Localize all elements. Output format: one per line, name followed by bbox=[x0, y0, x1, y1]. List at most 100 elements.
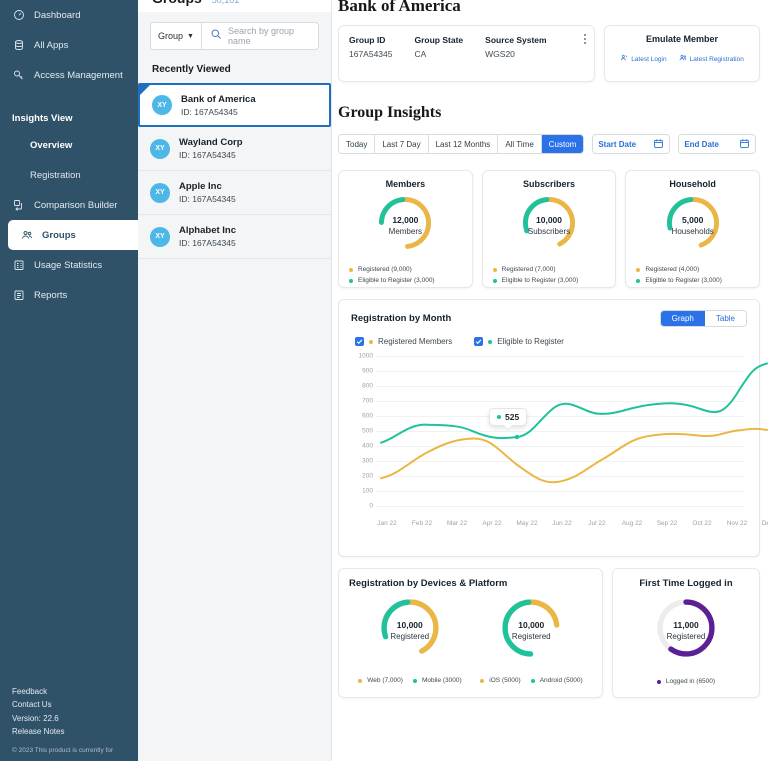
filter-last-12-months[interactable]: Last 12 Months bbox=[428, 135, 499, 153]
sidebar: Dashboard All Apps Access Management Ins… bbox=[0, 0, 138, 761]
group-id: ID: 167A54345 bbox=[179, 194, 236, 204]
legend-item: Eligible to Register (3,000) bbox=[349, 275, 462, 286]
gridline bbox=[377, 506, 743, 507]
x-tick-label: May 22 bbox=[516, 520, 538, 527]
legend-swatch bbox=[530, 678, 535, 683]
x-tick-label: Feb 22 bbox=[411, 520, 433, 527]
feedback-link[interactable]: Feedback bbox=[12, 686, 48, 696]
field-value: 167A54345 bbox=[349, 49, 393, 59]
group-name: Bank of America bbox=[181, 93, 256, 105]
y-tick-label: 500 bbox=[362, 427, 373, 435]
latest-login-link[interactable]: Latest Login bbox=[620, 54, 667, 64]
sidebar-item-all-apps[interactable]: All Apps bbox=[0, 30, 138, 60]
end-date-placeholder: End Date bbox=[684, 139, 719, 149]
sidebar-item-label: Reports bbox=[34, 289, 68, 301]
list-pane-count: 50,101 bbox=[211, 0, 240, 5]
sidebar-item-groups[interactable]: Groups bbox=[8, 220, 138, 250]
y-tick-label: 400 bbox=[362, 442, 373, 450]
copyright-text: © 2023 This product is currently for bbox=[12, 746, 114, 754]
groups-icon bbox=[20, 229, 33, 242]
calendar-icon bbox=[653, 138, 664, 151]
sidebar-item-usage-statistics[interactable]: Usage Statistics bbox=[0, 250, 138, 280]
registration-by-month-card: Registration by Month Graph Table Regist… bbox=[338, 299, 768, 557]
chart-legend: Registered Members Eligible to Register bbox=[351, 337, 747, 346]
legend-label: Eligible to Register (3,000) bbox=[358, 277, 435, 284]
donut-label: Registered bbox=[666, 631, 706, 641]
list-pane-title: Groups bbox=[152, 0, 202, 6]
more-options-icon[interactable] bbox=[584, 34, 586, 44]
x-tick-label: Jun 22 bbox=[552, 520, 572, 527]
legend-label: Eligible to Register bbox=[497, 337, 564, 346]
list-item[interactable]: XY Apple Inc ID: 167A54345 bbox=[138, 171, 331, 215]
y-tick-label: 0 bbox=[369, 502, 373, 510]
contact-us-link[interactable]: Contact Us bbox=[12, 700, 52, 709]
legend-item: Web (7,000) bbox=[358, 675, 403, 686]
members-donut-card: Members 12,000 Members Registered (9,000… bbox=[338, 170, 473, 288]
sidebar-item-reports[interactable]: Reports bbox=[0, 280, 138, 310]
donut-chart: 10,000 Registered bbox=[377, 595, 443, 666]
legend: Registered (9,000) Eligible to Register … bbox=[349, 264, 462, 286]
legend-label: Registered (4,000) bbox=[645, 266, 700, 273]
y-tick-label: 200 bbox=[362, 472, 373, 480]
tab-graph[interactable]: Graph bbox=[660, 311, 705, 326]
legend-item-registered-members[interactable]: Registered Members bbox=[355, 337, 452, 346]
sidebar-item-comparison-builder[interactable]: Comparison Builder bbox=[0, 190, 138, 220]
checkbox-eligible-to-register[interactable] bbox=[474, 337, 484, 346]
list-item[interactable]: XY Wayland Corp ID: 167A54345 bbox=[138, 127, 331, 171]
latest-registration-link[interactable]: Latest Registration bbox=[679, 54, 744, 64]
list-item[interactable]: XY Bank of America ID: 167A54345 bbox=[138, 83, 331, 127]
group-filter-dropdown[interactable]: Group ▼ bbox=[151, 23, 202, 49]
donut-chart: 12,000 Members bbox=[375, 193, 435, 258]
donut-svg bbox=[502, 599, 560, 657]
filter-all-time[interactable]: All Time bbox=[498, 135, 542, 153]
x-tick-label: Jan 22 bbox=[377, 520, 397, 527]
donut-svg bbox=[523, 197, 575, 249]
bottom-cards-row: Registration by Devices & Platform 10,00… bbox=[338, 568, 760, 698]
card-title: Members bbox=[385, 179, 426, 189]
legend-item: Android (5000) bbox=[530, 675, 583, 686]
list-pane-header: Groups 50,101 bbox=[152, 0, 239, 6]
legend-item: Eligible to Register (3,000) bbox=[492, 275, 606, 286]
donut-svg bbox=[657, 599, 715, 657]
filter-last-7-day[interactable]: Last 7 Day bbox=[375, 135, 429, 153]
search-input[interactable]: Search by group name bbox=[202, 26, 318, 46]
field-value: CA bbox=[414, 49, 427, 59]
x-tick-label: Sep 22 bbox=[656, 520, 678, 527]
tooltip-swatch bbox=[497, 415, 501, 419]
gridline bbox=[377, 416, 743, 417]
end-date-input[interactable]: End Date bbox=[678, 134, 757, 154]
legend-swatch bbox=[636, 267, 641, 272]
legend-swatch bbox=[488, 339, 493, 344]
filter-today[interactable]: Today bbox=[339, 135, 376, 153]
gridline bbox=[377, 401, 743, 402]
chart-header: Registration by Month Graph Table bbox=[351, 310, 747, 327]
legend-label: Web (7,000) bbox=[367, 677, 403, 684]
filter-custom[interactable]: Custom bbox=[541, 135, 584, 153]
group-id-field: Group ID 167A54345 bbox=[349, 35, 393, 72]
legend-swatch bbox=[369, 339, 373, 344]
registration-by-devices-card: Registration by Devices & Platform 10,00… bbox=[338, 568, 603, 698]
tab-table[interactable]: Table bbox=[704, 311, 746, 326]
sidebar-item-label: Dashboard bbox=[34, 9, 81, 21]
checkbox-registered-members[interactable] bbox=[355, 337, 364, 346]
latest-registration-label: Latest Registration bbox=[689, 55, 744, 63]
list-item[interactable]: XY Alphabet Inc ID: 167A54345 bbox=[138, 215, 331, 259]
users-icon bbox=[679, 54, 687, 64]
dashboard-icon bbox=[12, 9, 25, 22]
sidebar-item-registration[interactable]: Registration bbox=[30, 169, 81, 181]
donut-value: 12,000 bbox=[392, 214, 419, 225]
latest-login-label: Latest Login bbox=[631, 55, 667, 63]
gridline bbox=[377, 476, 743, 477]
line-plot: 1000 900 800 700 600 500 400 300 200 100 bbox=[351, 352, 768, 527]
sidebar-item-access-management[interactable]: Access Management bbox=[0, 60, 138, 90]
release-notes-link[interactable]: Release Notes bbox=[12, 727, 65, 736]
legend-item-eligible-to-register[interactable]: Eligible to Register bbox=[474, 337, 564, 346]
field-label: Group State bbox=[414, 35, 464, 45]
donut-value: 10,000 bbox=[536, 214, 562, 225]
sidebar-item-overview[interactable]: Overview bbox=[30, 139, 73, 151]
start-date-input[interactable]: Start Date bbox=[592, 134, 671, 154]
subscribers-donut-card: Subscribers 10,000 Subscribers Registere… bbox=[481, 170, 617, 288]
sidebar-item-dashboard[interactable]: Dashboard bbox=[0, 0, 138, 30]
y-tick-label: 800 bbox=[362, 382, 373, 390]
